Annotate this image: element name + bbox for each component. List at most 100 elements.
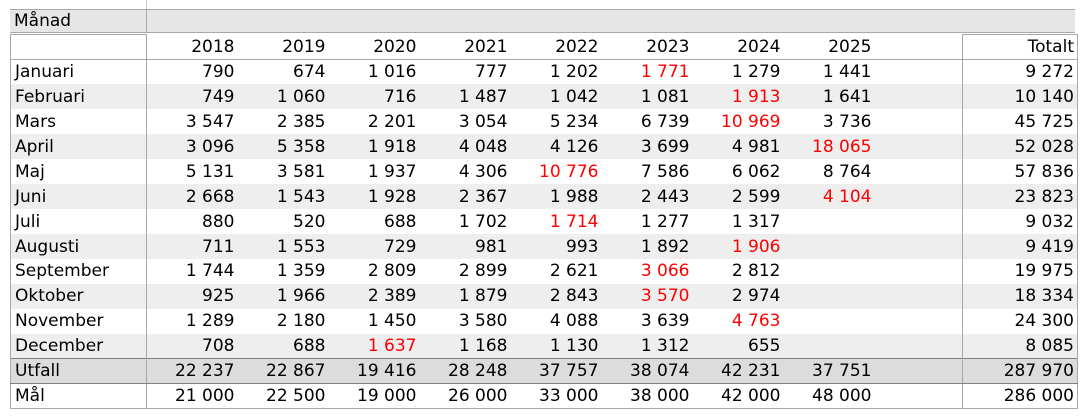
value-cell[interactable]: 925 — [146, 283, 238, 309]
outcome-value-cell[interactable]: 22 237 — [146, 358, 238, 385]
value-cell[interactable]: 2 809 — [367, 261, 417, 282]
value-cell[interactable]: 1 130 — [510, 333, 602, 359]
row-total-cell[interactable]: 52 028 — [962, 134, 1078, 160]
value-cell[interactable]: 10 969 — [721, 111, 781, 132]
value-cell[interactable]: 1 168 — [419, 333, 511, 359]
value-cell[interactable]: 749 — [146, 84, 238, 110]
value-cell[interactable]: 1 892 — [601, 234, 693, 259]
value-cell[interactable]: 993 — [510, 234, 602, 259]
value-cell[interactable]: 4 088 — [549, 311, 599, 332]
row-total-cell[interactable]: 8 085 — [962, 333, 1078, 359]
outcome-value-cell[interactable]: 28 248 — [419, 358, 511, 385]
value-cell[interactable]: 708 — [146, 333, 238, 359]
row-label-outcome[interactable]: Utfall — [10, 358, 147, 385]
value-cell[interactable]: 6 739 — [640, 111, 690, 132]
row-label-goal[interactable]: Mål — [10, 383, 147, 410]
value-cell[interactable]: 674 — [293, 62, 326, 83]
value-cell[interactable]: 1 016 — [367, 62, 417, 83]
goal-value-cell[interactable]: 48 000 — [783, 383, 875, 410]
value-cell[interactable]: 1 277 — [640, 211, 690, 232]
value-cell[interactable]: 1 702 — [458, 211, 508, 232]
value-cell[interactable]: 1 913 — [692, 84, 784, 110]
row-total-cell[interactable]: 45 725 — [962, 109, 1078, 135]
value-cell[interactable] — [783, 234, 875, 259]
value-cell[interactable]: 1 906 — [692, 234, 784, 259]
column-header-year[interactable]: 2021 — [419, 34, 511, 60]
outcome-value-cell[interactable]: 19 416 — [328, 358, 420, 385]
value-cell[interactable] — [784, 209, 875, 234]
value-cell[interactable]: 2 812 — [731, 261, 781, 282]
goal-value-cell[interactable]: 19 000 — [328, 383, 420, 410]
value-cell[interactable]: 1 641 — [783, 84, 875, 110]
row-label-month[interactable]: Juli — [10, 209, 147, 235]
value-cell[interactable]: 1 918 — [328, 134, 420, 160]
value-cell[interactable]: 3 580 — [458, 311, 508, 332]
value-cell[interactable]: 3 581 — [276, 161, 326, 182]
value-cell[interactable]: 716 — [328, 84, 420, 110]
row-label-month[interactable]: Mars — [10, 109, 147, 135]
value-cell[interactable]: 5 358 — [237, 134, 329, 160]
value-cell[interactable]: 1 553 — [237, 234, 329, 259]
value-cell[interactable]: 2 621 — [549, 261, 599, 282]
value-cell[interactable]: 1 312 — [601, 333, 693, 359]
value-cell[interactable]: 4 981 — [692, 134, 784, 160]
value-cell[interactable]: 4 306 — [458, 161, 508, 182]
outcome-total-cell[interactable]: 287 970 — [962, 358, 1078, 385]
goal-value-cell[interactable]: 33 000 — [510, 383, 602, 410]
value-cell[interactable]: 777 — [475, 62, 508, 83]
value-cell[interactable]: 1 042 — [510, 84, 602, 110]
value-cell[interactable] — [784, 309, 875, 334]
value-cell[interactable]: 3 699 — [601, 134, 693, 160]
value-cell[interactable]: 1 637 — [328, 333, 420, 359]
row-total-cell[interactable]: 57 836 — [962, 159, 1078, 185]
value-cell[interactable]: 6 062 — [731, 161, 781, 182]
row-label-month[interactable]: Juni — [10, 184, 147, 210]
value-cell[interactable]: 688 — [237, 333, 329, 359]
value-cell[interactable] — [783, 333, 875, 359]
column-header-year[interactable]: 2018 — [146, 34, 238, 60]
value-cell[interactable]: 8 764 — [822, 161, 872, 182]
value-cell[interactable]: 18 065 — [783, 134, 875, 160]
value-cell[interactable]: 1 060 — [237, 84, 329, 110]
goal-value-cell[interactable]: 21 000 — [146, 383, 238, 410]
row-total-cell[interactable]: 18 334 — [962, 283, 1078, 309]
value-cell[interactable]: 1 744 — [185, 261, 235, 282]
row-label-month[interactable]: Februari — [10, 84, 147, 110]
value-cell[interactable]: 1 937 — [367, 161, 417, 182]
row-label-month[interactable]: Augusti — [10, 234, 147, 259]
value-cell[interactable]: 1 450 — [367, 311, 417, 332]
row-total-cell[interactable]: 9 419 — [962, 234, 1078, 259]
row-label-month[interactable]: Maj — [10, 159, 147, 185]
goal-value-cell[interactable]: 42 000 — [692, 383, 784, 410]
row-label-month[interactable]: September — [10, 259, 147, 284]
value-cell[interactable]: 1 988 — [510, 184, 602, 210]
value-cell[interactable]: 2 843 — [510, 283, 602, 309]
value-cell[interactable]: 688 — [384, 211, 417, 232]
row-label-month[interactable]: Januari — [10, 59, 147, 85]
value-cell[interactable]: 981 — [419, 234, 511, 259]
row-total-cell[interactable]: 24 300 — [962, 308, 1078, 334]
value-cell[interactable]: 790 — [202, 62, 235, 83]
value-cell[interactable]: 3 570 — [601, 283, 693, 309]
value-cell[interactable] — [783, 283, 875, 309]
row-total-cell[interactable]: 23 823 — [962, 184, 1078, 210]
value-cell[interactable]: 5 234 — [549, 111, 599, 132]
row-total-cell[interactable]: 9 272 — [962, 59, 1078, 85]
value-cell[interactable]: 1 202 — [549, 62, 599, 83]
value-cell[interactable]: 1 289 — [185, 311, 235, 332]
outcome-value-cell[interactable]: 42 231 — [692, 358, 784, 385]
value-cell[interactable]: 1 879 — [419, 283, 511, 309]
goal-value-cell[interactable]: 26 000 — [419, 383, 511, 410]
value-cell[interactable] — [784, 259, 875, 284]
value-cell[interactable]: 1 441 — [822, 62, 872, 83]
value-cell[interactable]: 1 359 — [276, 261, 326, 282]
value-cell[interactable]: 3 639 — [640, 311, 690, 332]
value-cell[interactable]: 4 048 — [419, 134, 511, 160]
column-header-year[interactable]: 2024 — [692, 34, 784, 60]
value-cell[interactable]: 4 763 — [731, 311, 781, 332]
value-cell[interactable]: 2 668 — [146, 184, 238, 210]
value-cell[interactable]: 10 776 — [539, 161, 599, 182]
value-cell[interactable]: 3 054 — [458, 111, 508, 132]
column-header-year[interactable]: 2025 — [783, 34, 875, 60]
value-cell[interactable]: 880 — [202, 211, 235, 232]
